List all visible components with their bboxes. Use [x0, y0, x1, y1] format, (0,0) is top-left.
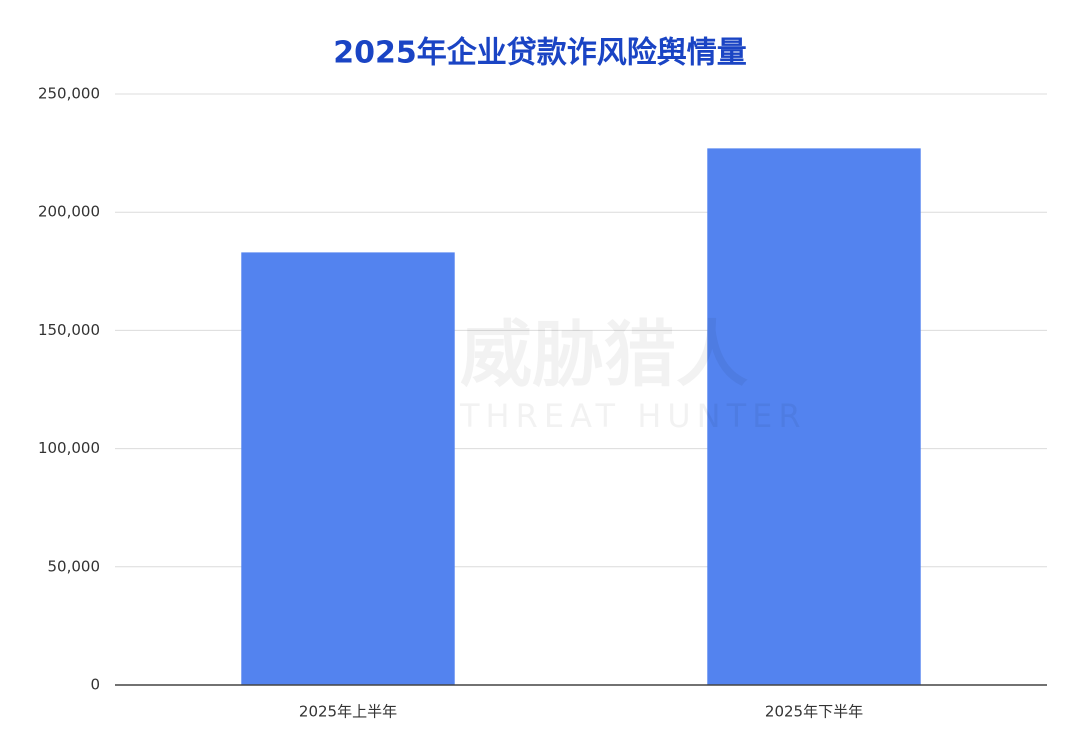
y-tick-label: 250,000 — [38, 85, 100, 103]
y-tick-label: 150,000 — [38, 321, 100, 339]
y-tick-label: 200,000 — [38, 203, 100, 221]
y-tick-label: 100,000 — [38, 439, 100, 457]
x-tick-label: 2025年上半年 — [299, 703, 397, 721]
bar — [707, 148, 921, 685]
bar — [241, 252, 455, 685]
y-tick-label: 0 — [90, 676, 100, 694]
watermark: 威胁猎人 — [460, 313, 748, 397]
y-tick-label: 50,000 — [48, 557, 101, 575]
chart-title: 2025年企业贷款诈风险舆情量 — [333, 36, 747, 71]
x-tick-label: 2025年下半年 — [765, 703, 863, 721]
watermark: THREAT HUNTER — [459, 397, 807, 435]
